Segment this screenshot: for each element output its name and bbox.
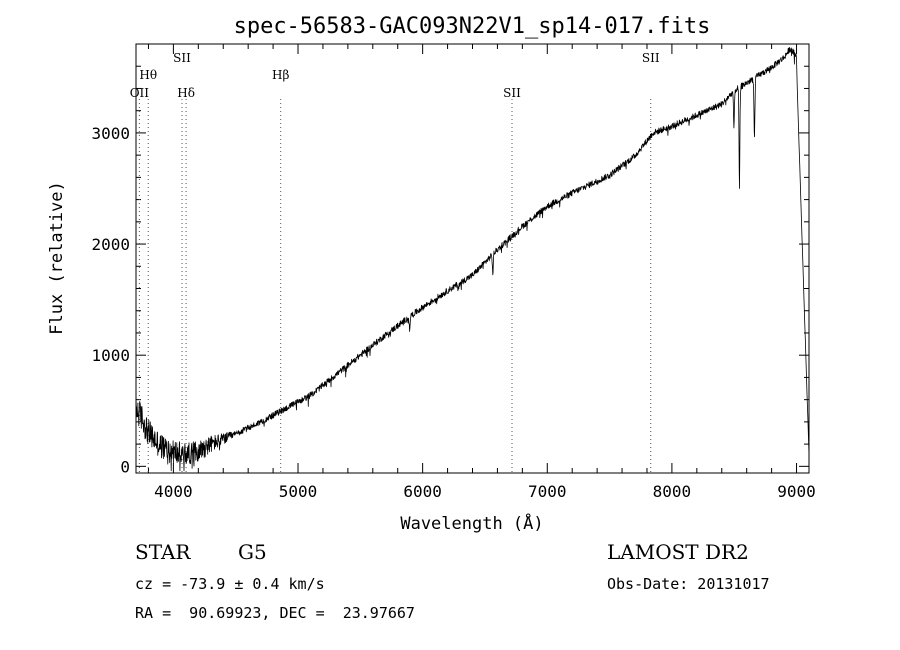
emission-line-label: OII [130, 86, 150, 100]
y-tick-label: 3000 [91, 124, 130, 143]
emission-line-label: SII [173, 51, 191, 65]
x-axis-label: Wavelength (Å) [400, 512, 543, 534]
y-axis-label: Flux (relative) [47, 181, 67, 335]
spectrum-line [135, 46, 810, 472]
emission-line-label: Hδ [177, 86, 195, 100]
plot-frame [135, 43, 810, 474]
y-tick-label: 1000 [91, 346, 130, 365]
x-tick-label: 7000 [528, 482, 567, 501]
x-tick-label: 6000 [403, 482, 442, 501]
y-tick-label: 2000 [91, 235, 130, 254]
object-class: STAR [135, 540, 191, 564]
emission-line-label: SII [642, 51, 660, 65]
emission-line-label: SII [503, 86, 521, 100]
survey-name: LAMOST DR2 [607, 540, 749, 564]
x-tick-label: 8000 [653, 482, 692, 501]
x-tick-label: 5000 [279, 482, 318, 501]
sky-coordinates: RA = 90.69923, DEC = 23.97667 [135, 604, 415, 622]
observation-date: Obs-Date: 20131017 [607, 575, 770, 593]
object-subclass: G5 [238, 540, 267, 564]
emission-line-label: Hβ [272, 68, 289, 82]
y-tick-label: 0 [120, 457, 130, 476]
emission-line-label: Hθ [139, 68, 157, 82]
chart-title: spec-56583-GAC093N22V1_sp14-017.fits [234, 14, 711, 39]
x-tick-label: 4000 [154, 482, 193, 501]
redshift-cz: cz = -73.9 ± 0.4 km/s [135, 575, 325, 593]
x-tick-label: 9000 [777, 482, 816, 501]
